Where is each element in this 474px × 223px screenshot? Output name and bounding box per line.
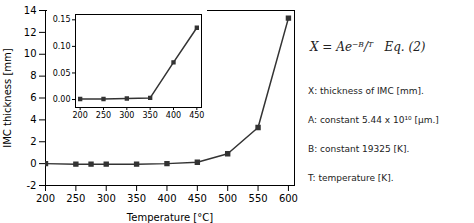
svg-text:200: 200 [73, 111, 88, 120]
svg-text:200: 200 [36, 193, 55, 204]
svg-text:500: 500 [218, 193, 237, 204]
svg-text:0.05: 0.05 [53, 69, 71, 78]
svg-text:6: 6 [30, 92, 36, 103]
svg-text:0: 0 [30, 158, 36, 169]
svg-text:0.00: 0.00 [53, 95, 71, 104]
svg-text:14: 14 [24, 5, 37, 16]
svg-text:350: 350 [127, 193, 146, 204]
svg-text:350: 350 [143, 111, 158, 120]
svg-text:450: 450 [188, 193, 207, 204]
html-text:X = Ae⁻ᴮ/ᵀ Eq. (2): X = Ae⁻ᴮ/ᵀ Eq. (2) [310, 40, 426, 54]
html-text:X: thickness of IMC [mm].: X: thickness of IMC [mm]. [308, 86, 424, 96]
svg-text:Temperature [°C]: Temperature [°C] [126, 212, 213, 223]
svg-text:250: 250 [96, 111, 111, 120]
svg-text:0.15: 0.15 [53, 15, 71, 24]
svg-text:0.10: 0.10 [53, 42, 71, 51]
svg-text:-2: -2 [27, 180, 37, 191]
html-text:B: constant 19325 [K].: B: constant 19325 [K]. [308, 144, 410, 154]
svg-text:8: 8 [30, 70, 36, 81]
svg-text:4: 4 [30, 114, 36, 125]
svg-text:2: 2 [30, 136, 36, 147]
svg-text:IMC thickness [mm]: IMC thickness [mm] [2, 48, 13, 148]
svg-text:600: 600 [279, 193, 298, 204]
svg-text:300: 300 [119, 111, 134, 120]
html-text:A: constant 5.44 x 10¹⁰ [μm.]: A: constant 5.44 x 10¹⁰ [μm.] [308, 115, 439, 125]
svg-text:550: 550 [249, 193, 268, 204]
svg-text:10: 10 [24, 48, 37, 59]
svg-text:450: 450 [189, 111, 204, 120]
svg-text:300: 300 [97, 193, 116, 204]
svg-text:400: 400 [166, 111, 181, 120]
svg-text:12: 12 [24, 27, 37, 38]
svg-text:400: 400 [157, 193, 176, 204]
html-text:T: temperature [K].: T: temperature [K]. [308, 173, 394, 183]
svg-text:250: 250 [66, 193, 85, 204]
